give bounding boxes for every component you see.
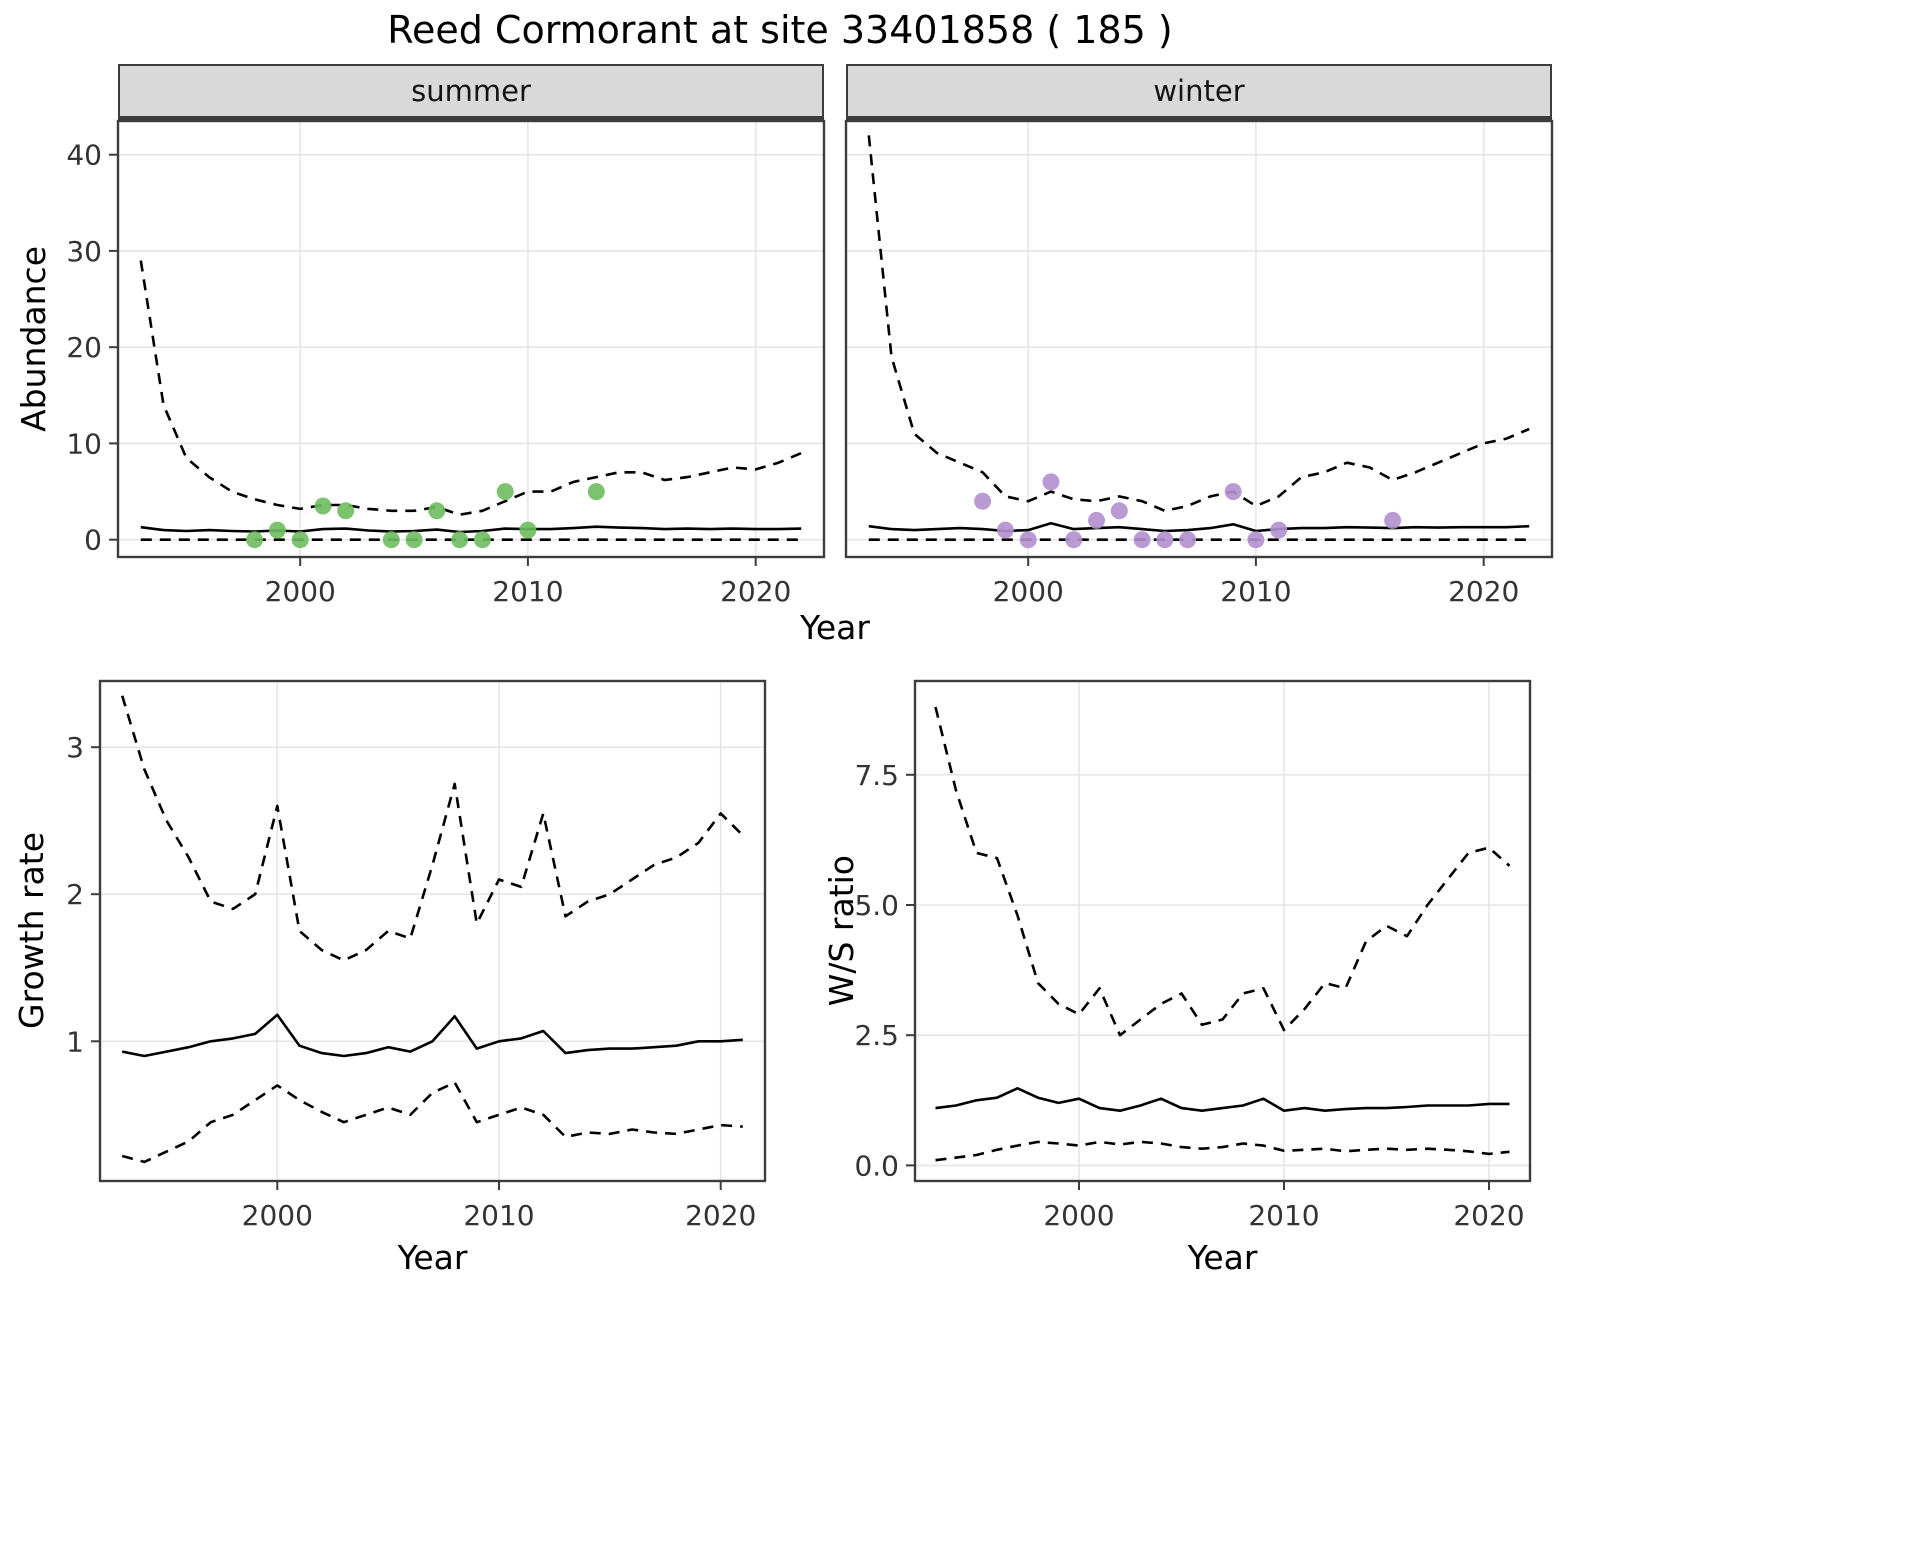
svg-text:2020: 2020 <box>1448 575 1519 608</box>
chart-title: Reed Cormorant at site 33401858 ( 185 ) <box>387 8 1173 52</box>
growth-x-axis-label: Year <box>397 1238 468 1277</box>
top-x-axis-label: Year <box>800 608 870 647</box>
svg-text:2010: 2010 <box>492 575 563 608</box>
svg-text:1: 1 <box>66 1025 84 1058</box>
svg-text:2: 2 <box>66 878 84 911</box>
svg-text:30: 30 <box>66 235 102 268</box>
svg-text:2010: 2010 <box>463 1199 534 1232</box>
winter-abundance-chart: 2000 2010 2020 <box>844 119 1554 608</box>
svg-text:0: 0 <box>84 524 102 557</box>
svg-text:2010: 2010 <box>1248 1199 1319 1232</box>
svg-text:2000: 2000 <box>993 575 1064 608</box>
summer-abundance-chart: 2000 2010 2020 0 10 20 30 40 <box>66 119 826 608</box>
svg-text:5.0: 5.0 <box>854 889 899 922</box>
facet-label-winter: winter <box>1153 74 1245 108</box>
svg-text:2.5: 2.5 <box>854 1019 899 1052</box>
svg-text:2020: 2020 <box>720 575 791 608</box>
svg-text:2000: 2000 <box>265 575 336 608</box>
svg-text:7.5: 7.5 <box>854 759 899 792</box>
svg-text:2020: 2020 <box>1453 1199 1524 1232</box>
svg-text:10: 10 <box>66 427 102 460</box>
svg-text:2020: 2020 <box>685 1199 756 1232</box>
ws-ratio-chart: 2000 2010 2020 0.0 2.5 5.0 7.5 <box>854 679 1532 1232</box>
svg-text:2000: 2000 <box>242 1199 313 1232</box>
facet-label-summer: summer <box>411 74 531 108</box>
facet-strip-summer: summer <box>118 64 824 120</box>
facet-strip-winter: winter <box>846 64 1552 120</box>
svg-text:0.0: 0.0 <box>854 1149 899 1182</box>
svg-text:2000: 2000 <box>1043 1199 1114 1232</box>
svg-text:3: 3 <box>66 731 84 764</box>
ws-x-axis-label: Year <box>1187 1238 1258 1277</box>
svg-text:2010: 2010 <box>1220 575 1291 608</box>
growth-rate-chart: 2000 2010 2020 1 2 3 <box>66 679 767 1232</box>
svg-text:40: 40 <box>66 139 102 172</box>
svg-text:20: 20 <box>66 331 102 364</box>
